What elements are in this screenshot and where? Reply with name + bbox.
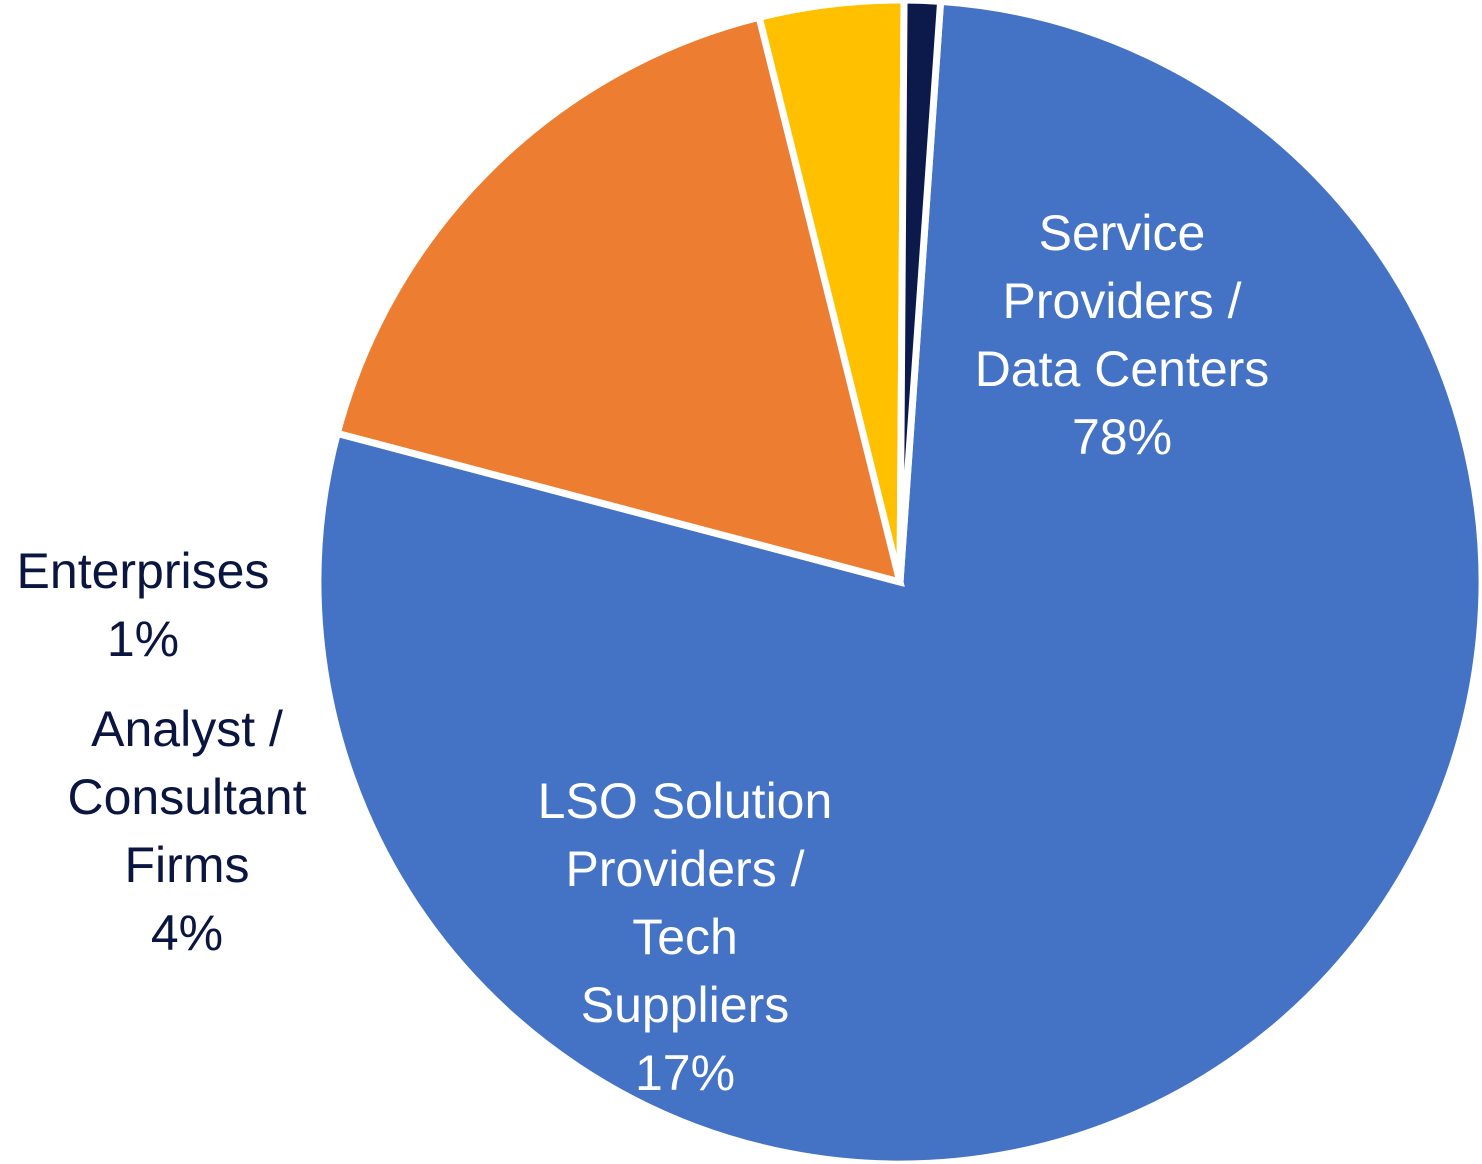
slice-value-label: 4% (151, 905, 223, 961)
pie-slices (314, 0, 1482, 1164)
slice-name-line: Providers / (566, 841, 805, 897)
slice-value-label: 17% (635, 1045, 735, 1101)
slice-name-line: Consultant (67, 769, 306, 825)
pie-labels: Service Providers / Data Centers 78% LSO Sol… (17, 205, 1270, 1101)
slice-label-0: Service Providers / Data Centers 78% (975, 205, 1270, 465)
slice-value-label: 78% (1072, 409, 1172, 465)
slice-name-line: Data Centers (975, 341, 1270, 397)
slice-name-line: Tech (632, 909, 738, 965)
slice-label-3: Enterprises 1% (17, 543, 270, 667)
slice-name-line: Analyst / (91, 701, 283, 757)
slice-name-line: Providers / (1003, 273, 1242, 329)
slice-value-label: 1% (107, 611, 179, 667)
pie-slice-1 (333, 13, 905, 587)
slice-name-line: Firms (125, 837, 250, 893)
slice-name-line: Suppliers (581, 977, 789, 1033)
slice-name-line: Service (1039, 205, 1206, 261)
slice-name-line: Enterprises (17, 543, 270, 599)
slice-label-1: LSO Solution Providers / Tech Suppliers 17% (538, 773, 833, 1101)
pie-slice-3 (896, 0, 945, 583)
slice-label-2: Analyst / Consultant Firms 4% (67, 701, 306, 961)
slice-name-line: LSO Solution (538, 773, 833, 829)
